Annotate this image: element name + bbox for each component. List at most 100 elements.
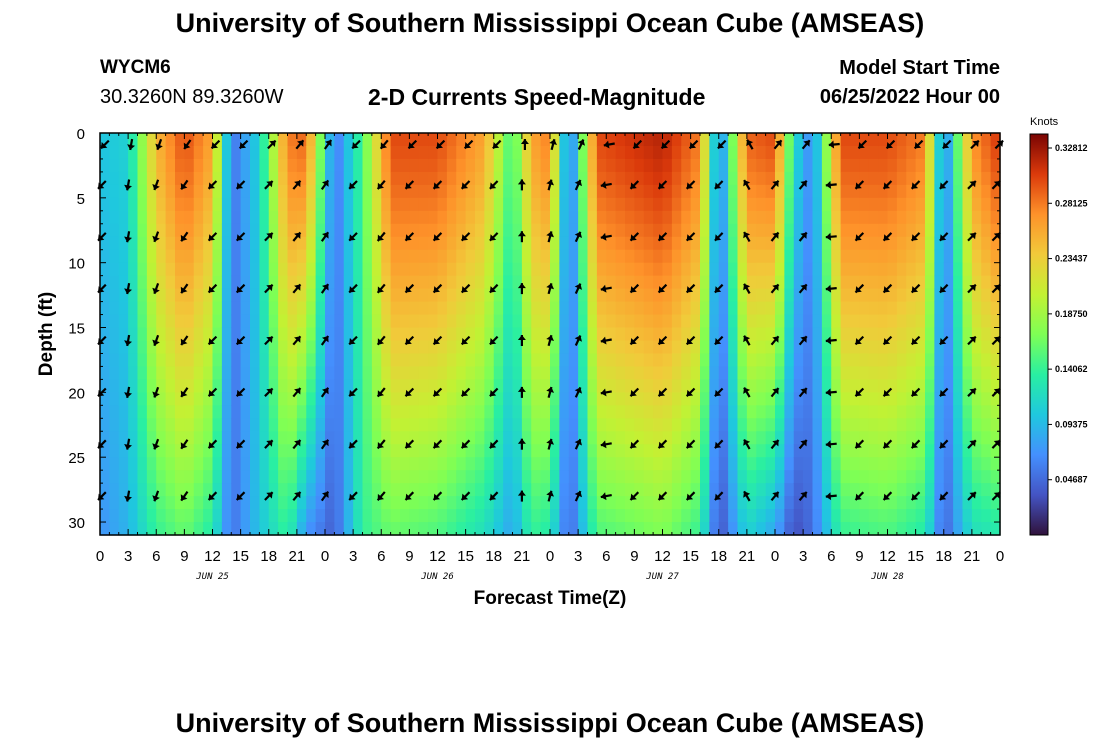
heatmap-cell <box>334 236 345 251</box>
heatmap-cell <box>437 301 448 316</box>
heatmap-cell <box>990 223 1001 238</box>
heatmap-cell <box>268 301 279 316</box>
current-vector <box>127 138 135 151</box>
heatmap-cell <box>231 379 242 393</box>
heatmap-cell <box>718 522 729 536</box>
heatmap-cell <box>634 158 645 173</box>
current-vector <box>910 491 921 501</box>
heatmap-cell <box>803 522 814 536</box>
heatmap-cell <box>521 133 532 147</box>
heatmap-cell <box>915 340 926 355</box>
heatmap-cell <box>784 327 795 342</box>
heatmap-cell <box>896 262 907 277</box>
heatmap-cell <box>859 392 870 406</box>
heatmap-cell <box>981 223 992 238</box>
heatmap-cell <box>484 418 495 432</box>
current-vector <box>910 232 921 242</box>
heatmap-cell <box>737 314 748 329</box>
heatmap-cell <box>990 340 1001 355</box>
heatmap-cell <box>381 405 392 419</box>
heatmap-cell <box>962 171 973 186</box>
heatmap-cell <box>615 223 626 238</box>
heatmap-cell <box>634 470 645 484</box>
heatmap-cell <box>784 353 795 368</box>
heatmap-cell <box>540 327 551 342</box>
heatmap-cell <box>465 145 476 160</box>
heatmap-cell <box>428 522 439 536</box>
heatmap-cell <box>850 327 860 342</box>
heatmap-cell <box>821 145 832 160</box>
heatmap-cell <box>859 366 870 380</box>
heatmap-cell <box>850 509 860 523</box>
heatmap-cell <box>259 340 270 355</box>
heatmap-cell <box>334 340 345 355</box>
heatmap-cell <box>943 392 954 406</box>
heatmap-cell <box>428 327 439 342</box>
heatmap-cell <box>606 431 617 445</box>
heatmap-cell <box>793 340 804 355</box>
heatmap-cell <box>850 223 860 238</box>
current-vector <box>882 283 893 294</box>
current-vector <box>404 232 415 242</box>
heatmap-cell <box>803 301 814 316</box>
heatmap-cell <box>859 509 870 523</box>
heatmap-cell <box>896 392 907 406</box>
heatmap-cell <box>868 133 879 147</box>
heatmap-cell <box>662 496 673 510</box>
heatmap-cell <box>100 197 110 212</box>
current-vector <box>770 387 780 398</box>
heatmap-cell <box>128 483 139 497</box>
heatmap-cell <box>625 405 635 419</box>
heatmap-cell <box>531 133 542 147</box>
heatmap-cell <box>362 483 373 497</box>
heatmap-cell <box>146 262 157 277</box>
current-vector <box>854 439 865 449</box>
heatmap-cell <box>240 340 251 355</box>
heatmap-cell <box>137 133 148 147</box>
heatmap-cell <box>681 444 692 458</box>
heatmap-cell <box>362 262 373 277</box>
heatmap-cell <box>259 133 270 147</box>
heatmap-cell <box>250 249 260 264</box>
heatmap-cell <box>803 236 814 251</box>
heatmap-cell <box>737 236 748 251</box>
heatmap-cell <box>109 145 120 160</box>
heatmap-cell <box>578 288 589 303</box>
heatmap-cell <box>343 327 354 342</box>
heatmap-cell <box>746 483 757 497</box>
current-vector <box>746 139 754 150</box>
current-vector <box>967 439 977 449</box>
heatmap-cell <box>784 275 795 290</box>
heatmap-cell <box>231 171 242 186</box>
heatmap-cell <box>840 366 851 380</box>
heatmap-cell <box>700 483 710 497</box>
heatmap-cell <box>465 236 476 251</box>
heatmap-cell <box>831 496 842 510</box>
current-vector <box>207 439 218 449</box>
current-vector <box>600 181 612 189</box>
heatmap-cell <box>512 418 523 432</box>
heatmap-cell <box>943 522 954 536</box>
heatmap-cell <box>203 470 214 484</box>
heatmap-cell <box>550 197 560 212</box>
current-vector <box>991 283 1001 294</box>
heatmap-cell <box>465 340 476 355</box>
heatmap-cell <box>381 470 392 484</box>
heatmap-cell <box>306 158 317 173</box>
heatmap-cell <box>925 262 935 277</box>
heatmap-cell <box>587 379 598 393</box>
heatmap-cell <box>962 457 973 471</box>
heatmap-cell <box>259 444 270 458</box>
heatmap-cell <box>128 262 139 277</box>
heatmap-cell <box>718 288 729 303</box>
heatmap-cell <box>156 145 167 160</box>
heatmap-cell <box>137 470 148 484</box>
heatmap-cell <box>287 197 298 212</box>
heatmap-cell <box>643 470 654 484</box>
heatmap-cell <box>615 158 626 173</box>
heatmap-cell <box>493 184 504 199</box>
heatmap-cell <box>625 158 635 173</box>
heatmap-cell <box>615 405 626 419</box>
heatmap-cell <box>146 444 157 458</box>
heatmap-cell <box>550 145 560 160</box>
